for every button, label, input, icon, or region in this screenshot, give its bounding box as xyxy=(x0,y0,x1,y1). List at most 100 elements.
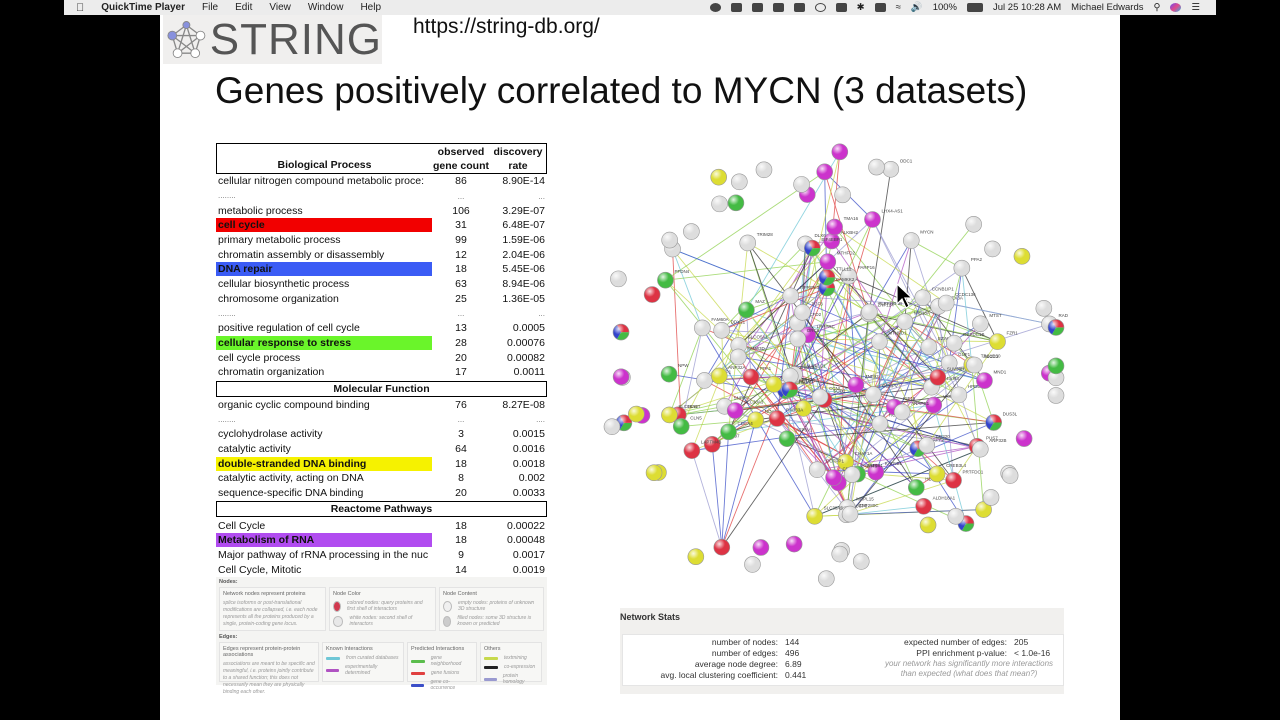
network-node[interactable] xyxy=(868,158,885,176)
network-node[interactable] xyxy=(628,405,645,423)
what-does-that-mean-link[interactable]: than expected (what does that mean?) xyxy=(900,669,1038,678)
network-node[interactable]: NOA1 xyxy=(747,409,778,429)
network-node[interactable] xyxy=(982,489,1000,506)
airplay-icon[interactable] xyxy=(835,3,847,12)
network-node[interactable]: FAM83D xyxy=(729,346,766,366)
network-node[interactable] xyxy=(1001,467,1019,484)
network-node[interactable]: KATNB1 xyxy=(867,461,903,481)
keyboard-icon[interactable] xyxy=(874,3,886,12)
network-node[interactable]: CHAF1A xyxy=(837,451,873,471)
network-node[interactable] xyxy=(727,194,745,212)
network-node[interactable]: TMEM97 xyxy=(703,433,740,453)
menu-help[interactable]: Help xyxy=(352,2,381,13)
network-node[interactable]: TCF3 xyxy=(794,301,823,321)
network-node[interactable] xyxy=(1047,357,1065,375)
network-node[interactable] xyxy=(713,538,731,556)
network-node[interactable]: VAX2 xyxy=(925,394,955,414)
network-node[interactable] xyxy=(1013,247,1031,265)
network-node[interactable]: ANP32B xyxy=(971,438,1007,458)
network-node[interactable]: PRTFDC1 xyxy=(945,469,984,489)
network-node[interactable]: PFDN4 xyxy=(657,269,690,289)
network-node[interactable] xyxy=(612,323,630,341)
network-node[interactable]: CEP72 xyxy=(825,467,858,486)
network-node[interactable]: ZRANB3 xyxy=(781,365,818,385)
network-node[interactable]: NETO2 xyxy=(781,379,814,398)
network-node[interactable]: CCDC136 xyxy=(937,292,976,312)
network-node[interactable] xyxy=(831,545,849,563)
network-node[interactable]: SLCO5A1 xyxy=(730,334,769,354)
record-icon[interactable] xyxy=(709,3,721,12)
network-node[interactable]: CCNB1IP1 xyxy=(914,287,955,306)
bi-icon[interactable] xyxy=(751,3,763,12)
network-node[interactable]: MIS18A xyxy=(896,311,930,330)
network-node[interactable] xyxy=(852,553,870,570)
network-node[interactable]: MTHFD1 xyxy=(871,331,907,350)
menu-file[interactable]: File xyxy=(193,2,218,13)
network-node[interactable] xyxy=(831,143,849,161)
menu-window[interactable]: Window xyxy=(299,2,344,13)
network-node[interactable]: CDCA4 xyxy=(720,421,754,441)
spotlight-icon[interactable]: ⚲ xyxy=(1153,2,1161,13)
network-node[interactable]: CENPV xyxy=(864,383,898,403)
network-node[interactable]: ANAPC1 xyxy=(893,401,930,421)
network-node[interactable]: LAPTM4B xyxy=(683,440,722,459)
network-node[interactable]: MND1 xyxy=(976,370,1007,389)
network-node[interactable]: EIF4EBP1 xyxy=(804,237,843,257)
network-node[interactable]: ANP32A xyxy=(710,365,746,385)
bluetooth-icon[interactable]: ✱ xyxy=(856,2,865,13)
network-node[interactable]: PLEKHG4B xyxy=(861,301,902,321)
network-node[interactable]: ORC6 xyxy=(789,328,820,348)
time-machine-icon[interactable] xyxy=(814,3,826,12)
network-node[interactable] xyxy=(643,286,661,303)
network-node[interactable]: ZNF93 xyxy=(847,374,879,394)
network-node[interactable]: MTHFD2 xyxy=(819,251,856,271)
network-node[interactable]: DUS3L xyxy=(985,411,1018,431)
network-node[interactable]: TRIM28 xyxy=(739,232,774,252)
network-node[interactable]: CREB3L4 xyxy=(928,463,967,483)
network-node[interactable] xyxy=(793,176,810,193)
network-node[interactable] xyxy=(1035,300,1053,317)
network-node[interactable] xyxy=(744,556,761,573)
menu-edit[interactable]: Edit xyxy=(226,2,252,13)
network-node[interactable] xyxy=(1047,319,1065,336)
network-node[interactable]: TTLL12 xyxy=(818,266,852,286)
network-node[interactable]: SLC16A1 xyxy=(661,404,698,424)
menu-view[interactable]: View xyxy=(261,2,291,13)
network-node[interactable]: ALKBH2 xyxy=(823,230,859,250)
apple-icon[interactable]:  xyxy=(76,2,84,14)
network-node[interactable] xyxy=(711,195,728,213)
network-node[interactable]: RAB33A xyxy=(768,407,803,427)
network-node[interactable] xyxy=(816,163,833,181)
network-node[interactable]: PPA2 xyxy=(953,257,983,277)
network-node[interactable]: HPDL xyxy=(950,384,981,404)
network-node[interactable]: DDX21 xyxy=(713,319,746,339)
network-node[interactable]: PPA1 xyxy=(742,366,772,386)
network-node[interactable]: MTST xyxy=(972,313,1002,333)
network-node[interactable]: SLC30A3 xyxy=(726,400,764,419)
network-node[interactable]: CLN5 xyxy=(672,415,702,435)
network-node[interactable] xyxy=(984,240,1001,258)
network-node[interactable]: DEPDC1B xyxy=(945,332,985,352)
network-node[interactable] xyxy=(1047,387,1065,404)
wd-icon[interactable] xyxy=(772,3,784,12)
network-node[interactable]: ALDH18A1 xyxy=(915,495,956,515)
network-node[interactable]: FZR1 xyxy=(989,331,1019,350)
network-node[interactable] xyxy=(818,570,835,587)
network-node[interactable]: CD320 xyxy=(918,434,951,454)
network-node[interactable] xyxy=(834,186,851,204)
network-node[interactable]: ZNF280C xyxy=(841,503,879,523)
network-node[interactable]: GUF1 xyxy=(940,352,971,372)
battery-percent[interactable]: 100% xyxy=(932,2,958,13)
network-node[interactable]: C4orf46 xyxy=(843,464,878,483)
network-node[interactable] xyxy=(731,173,748,191)
network-node[interactable]: LHX4-AS1 xyxy=(864,209,903,228)
network-node[interactable] xyxy=(785,535,803,553)
network-node[interactable]: FAM60A xyxy=(694,317,729,337)
battery-icon[interactable] xyxy=(967,3,984,12)
siri-icon[interactable] xyxy=(1170,3,1182,12)
notification-center-icon[interactable]: ☰ xyxy=(1191,2,1200,13)
network-node[interactable] xyxy=(683,223,700,240)
network-node[interactable] xyxy=(947,507,965,525)
network-node[interactable] xyxy=(919,516,937,534)
network-node[interactable]: SUV39H2 xyxy=(929,366,968,386)
